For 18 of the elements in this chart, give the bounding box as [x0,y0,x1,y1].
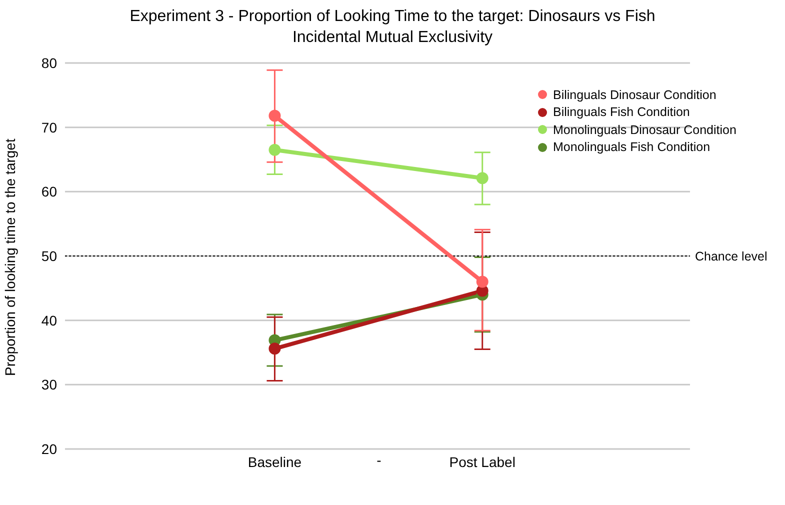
y-tick-label: 20 [41,440,58,457]
y-tick-label: 60 [41,184,58,200]
x-tick-label: Baseline [248,454,302,470]
ref-line-label: Chance level [695,249,768,264]
chart-title: Experiment 3 - Proportion of Looking Time to the target: Dinosaurs vs Fish [128,7,656,27]
text: - [376,452,382,468]
y-tick-label: 30 [41,376,58,393]
legend-label: Bilinguals Dinosaur Condition [552,86,718,104]
y-tick-label: 80 [41,54,58,71]
chart-subtitle: Incidental Mutual Exclusivity [291,28,494,48]
y-tick-label: 40 [41,312,58,328]
y-tick-label: 50 [41,248,58,264]
legend-label: Monolinguals Fish Condition [552,139,712,156]
legend-label: Bilinguals Fish Condition [552,104,691,121]
y-axis-title: Proportion of looking time to the target [2,138,18,376]
legend-label: Monolinguals Dinosaur Condition [552,122,736,138]
y-tick-label: 70 [41,119,58,136]
x-tick-label: Post Label [449,454,516,470]
